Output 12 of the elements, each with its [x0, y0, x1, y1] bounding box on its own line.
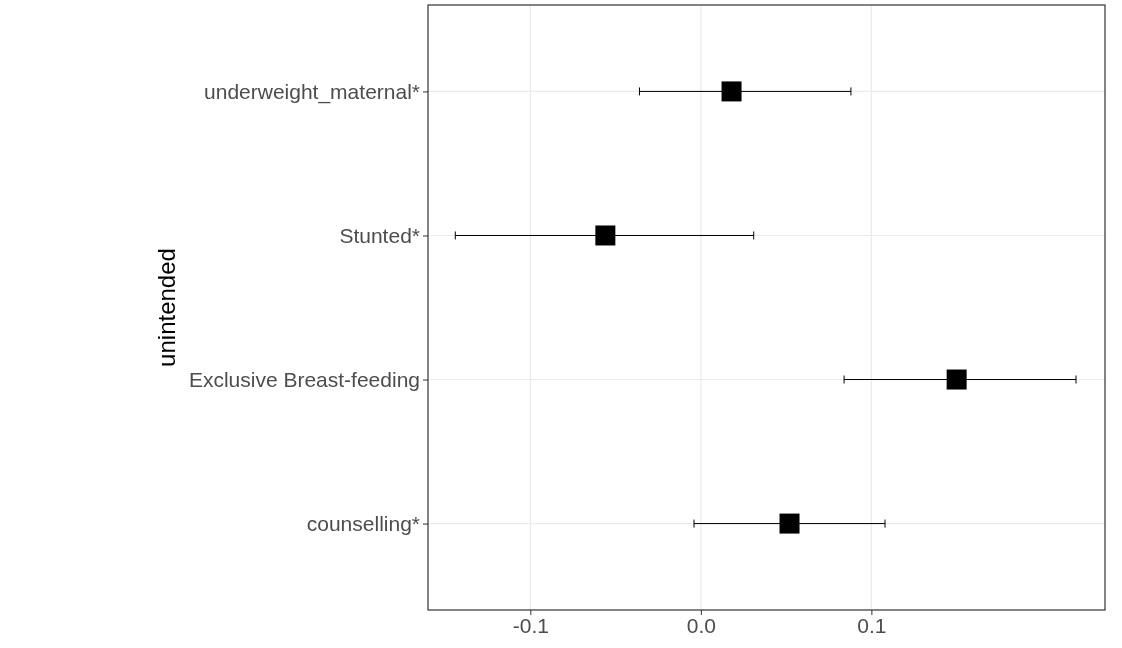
- point: [946, 369, 967, 390]
- y-tick-label: counselling*: [306, 511, 420, 535]
- x-tick-label: 0.1: [857, 613, 887, 637]
- x-tick-label: 0.0: [686, 613, 716, 637]
- point: [721, 81, 742, 102]
- x-tick-label: -0.1: [512, 613, 549, 637]
- point: [779, 513, 800, 534]
- y-tick-label: Exclusive Breast-feeding: [188, 367, 420, 391]
- y-tick-label: Stunted*: [339, 223, 420, 247]
- point: [595, 225, 616, 246]
- y-tick-label: underweight_maternal*: [204, 79, 420, 104]
- y-axis-title: unintended: [152, 248, 180, 367]
